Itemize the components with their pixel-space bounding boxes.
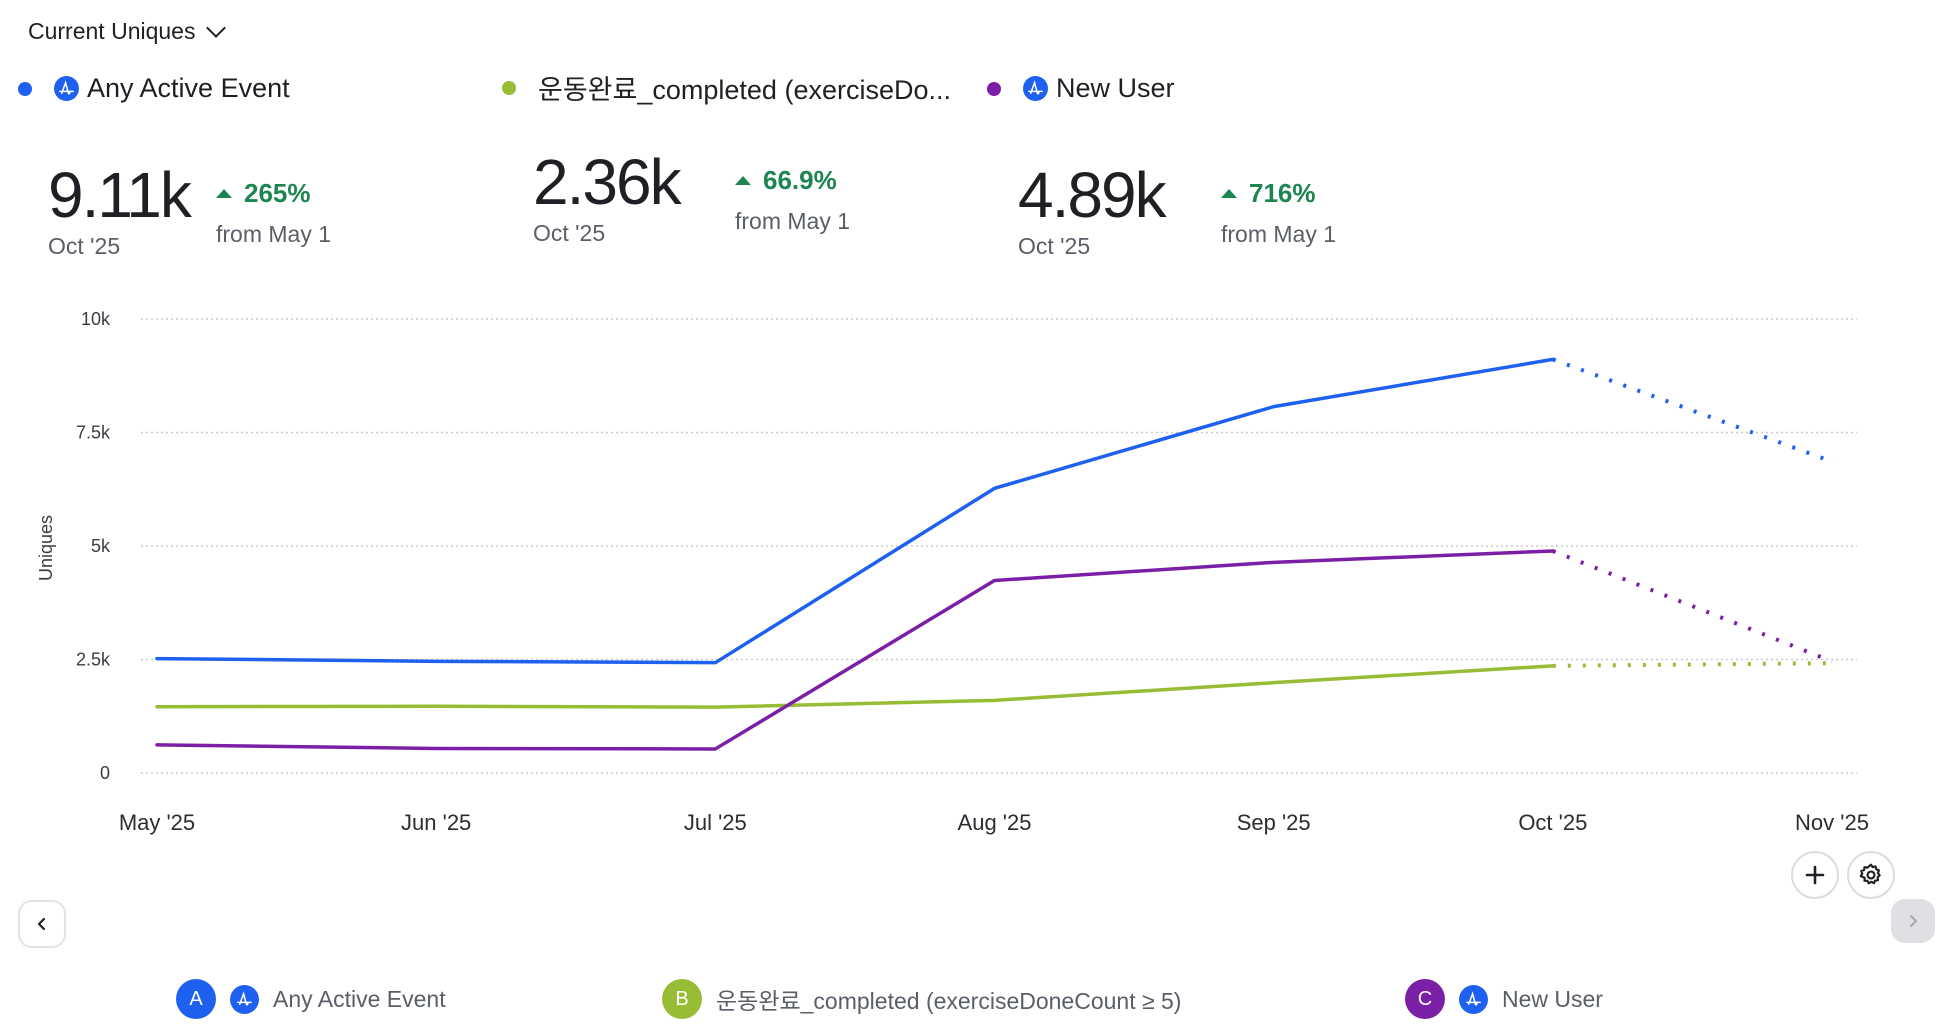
- series-badge: A: [176, 979, 216, 1019]
- metric-new-user: 4.89k Oct '25: [1018, 159, 1167, 260]
- amplitude-logo-icon: [230, 984, 259, 1014]
- x-tick-label: Aug '25: [958, 810, 1032, 835]
- metric-selector-dropdown[interactable]: Current Uniques: [28, 17, 227, 45]
- legend-item-any-active-event[interactable]: Any Active Event: [18, 73, 290, 104]
- series-color-dot: [18, 81, 32, 96]
- series-1: [155, 357, 1833, 665]
- trend-up-icon: [1221, 189, 1237, 198]
- y-tick-label: 0: [100, 763, 110, 783]
- chevron-right-icon: [1910, 915, 1917, 927]
- footer-legend-item-c[interactable]: C New User: [1405, 979, 1603, 1019]
- footer-legend-item-a[interactable]: A Any Active Event: [176, 979, 446, 1019]
- series-3: [155, 549, 1833, 751]
- footer-legend-label: Any Active Event: [273, 985, 446, 1012]
- y-axis-ticks: 0 2.5k 5k 7.5k 10k: [76, 309, 111, 783]
- y-axis-label: Uniques: [36, 515, 56, 581]
- series-line[interactable]: [155, 664, 1555, 709]
- line-chart: 0 2.5k 5k 7.5k 10k Uniques May '25 Jun '25 Jul…: [36, 309, 1869, 835]
- series-line[interactable]: [155, 549, 1555, 751]
- series-incomplete-line[interactable]: [1552, 549, 1833, 664]
- metric-change: 716%: [1249, 178, 1316, 208]
- series-color-dot: [502, 80, 516, 95]
- metric-period: Oct '25: [1018, 233, 1091, 259]
- metric-selector-label: Current Uniques: [28, 18, 196, 44]
- settings-button[interactable]: [1847, 851, 1895, 899]
- metric-period: Oct '25: [533, 220, 606, 246]
- series-2: [155, 661, 1833, 709]
- legend-item-new-user[interactable]: New User: [987, 73, 1175, 104]
- metric-from: from May 1: [216, 221, 332, 247]
- previous-button[interactable]: [18, 900, 66, 948]
- footer-legend-item-b[interactable]: B 운동완료_completed (exerciseDoneCount ≥ 5): [662, 979, 1181, 1019]
- metric-change: 66.9%: [763, 165, 837, 195]
- metric-any-active-event: 9.11k Oct '25: [48, 159, 192, 260]
- metric-change-new-user: 716% from May 1: [1221, 178, 1336, 248]
- metric-value: 4.89k: [1018, 159, 1167, 231]
- plus-icon: [1805, 865, 1825, 885]
- x-tick-label: Jul '25: [684, 810, 747, 835]
- footer-legend-label: New User: [1502, 985, 1603, 1012]
- x-tick-label: Sep '25: [1237, 810, 1311, 835]
- x-tick-label: Jun '25: [401, 810, 471, 835]
- amplitude-logo-icon: [54, 76, 79, 101]
- series-color-dot: [987, 81, 1001, 96]
- y-tick-label: 2.5k: [76, 650, 111, 670]
- legend-label: 운동완료_completed (exerciseDo...: [538, 75, 951, 105]
- metric-value: 2.36k: [533, 146, 682, 218]
- metric-from: from May 1: [1221, 221, 1337, 247]
- amplitude-logo-icon: [1023, 76, 1048, 101]
- metric-value: 9.11k: [48, 159, 192, 231]
- series-incomplete-line[interactable]: [1552, 661, 1833, 668]
- y-tick-label: 7.5k: [76, 423, 111, 443]
- legend-item-exercise-completed[interactable]: 운동완료_completed (exerciseDo...: [502, 68, 951, 107]
- amplitude-logo-icon: [1459, 984, 1488, 1014]
- metric-period: Oct '25: [48, 233, 121, 259]
- trend-up-icon: [735, 176, 751, 185]
- x-axis-ticks: May '25 Jun '25 Jul '25 Aug '25 Sep '25 Oct '…: [119, 810, 1869, 835]
- chevron-left-icon: [37, 917, 46, 931]
- trend-up-icon: [216, 189, 232, 198]
- metric-exercise-completed: 2.36k Oct '25: [533, 146, 682, 247]
- metric-change-exercise-completed: 66.9% from May 1: [735, 165, 850, 235]
- x-tick-label: Oct '25: [1518, 810, 1587, 835]
- y-tick-label: 5k: [91, 536, 111, 556]
- series-badge: B: [662, 979, 702, 1019]
- metric-change-any-active-event: 265% from May 1: [216, 178, 331, 248]
- metric-from: from May 1: [735, 208, 851, 234]
- add-button[interactable]: [1791, 851, 1839, 899]
- legend-label: New User: [1056, 73, 1175, 103]
- next-button[interactable]: [1891, 899, 1935, 943]
- legend-label: Any Active Event: [87, 73, 290, 103]
- series-line[interactable]: [155, 357, 1555, 665]
- series-lines: [155, 357, 1833, 751]
- metric-change: 265%: [244, 178, 311, 208]
- series-badge: C: [1405, 979, 1445, 1019]
- footer-legend-label: 운동완료_completed (exerciseDoneCount ≥ 5): [716, 988, 1182, 1014]
- gear-icon: [1859, 863, 1881, 885]
- series-incomplete-line[interactable]: [1552, 357, 1833, 464]
- x-tick-label: Nov '25: [1795, 810, 1869, 835]
- y-tick-label: 10k: [81, 309, 111, 329]
- x-tick-label: May '25: [119, 810, 195, 835]
